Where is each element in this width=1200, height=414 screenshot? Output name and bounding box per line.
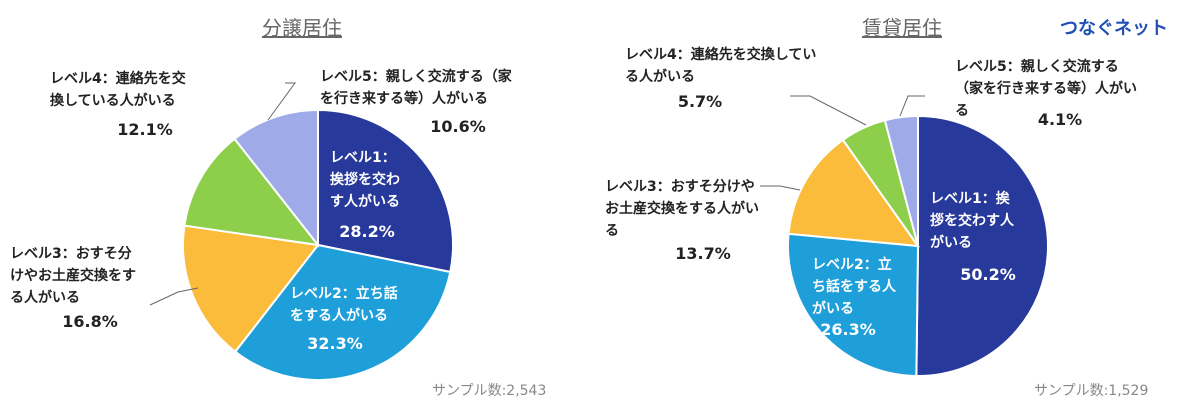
pie-slice [883,114,919,247]
leader-line [149,287,199,306]
pie-slice [317,108,454,274]
slice-label: レベル3：おすそ分けやお土産交換をする人がいる [10,246,136,306]
leader-line [760,185,801,191]
sample-size: サンプル数:2,543 [432,383,547,399]
pie-slice [787,138,921,248]
slice-label: レベル3：おすそ分けやお土産交換をする人がいる [605,179,759,239]
value-label: 16.8% [62,312,118,331]
slice-label: レベル5：親しく交流する（家を行き来する等）人がいる [955,59,1137,119]
value-label: 32.3% [307,334,363,353]
value-label: 26.3% [820,320,876,339]
pie-slice [915,114,1049,377]
value-label: 13.7% [675,244,731,263]
slice-label: レベル1：挨拶を交わす人がいる [330,150,400,210]
leader-lines [149,82,925,306]
brand-logo: つなぐネット [1060,18,1168,39]
slice-label: レベル4：連絡先を交換している人がいる [625,47,817,85]
value-label: 10.6% [430,117,486,136]
slice-label: レベル2：立ち話をする人がいる [812,257,896,317]
value-label: 4.1% [1037,110,1083,129]
value-label: 28.2% [339,222,395,241]
pie-slice [183,137,321,247]
slice-label: レベル4：連絡先を交換している人がいる [50,71,186,109]
slice-label: レベル2：立ち話をする人がいる [290,286,398,324]
leader-line [267,82,296,121]
chart-title: 分譲居住 [262,16,342,40]
slice-label: レベル1：挨拶を交わす人がいる [930,191,1014,251]
value-label: 50.2% [960,265,1016,284]
chart-title: 賃貸居住 [862,16,942,40]
value-label: 5.7% [677,92,723,111]
sample-size: サンプル数:1,529 [1034,383,1149,399]
value-label: 12.1% [117,120,173,139]
pie-slice [182,224,320,354]
leader-line [899,95,925,117]
pie-slice [233,243,452,381]
slice-label: レベル5：親しく交流する（家を行き来する等）人がいる [320,69,512,107]
leader-line [790,95,867,126]
pie-slice [233,108,319,248]
pie-slice [787,232,920,378]
